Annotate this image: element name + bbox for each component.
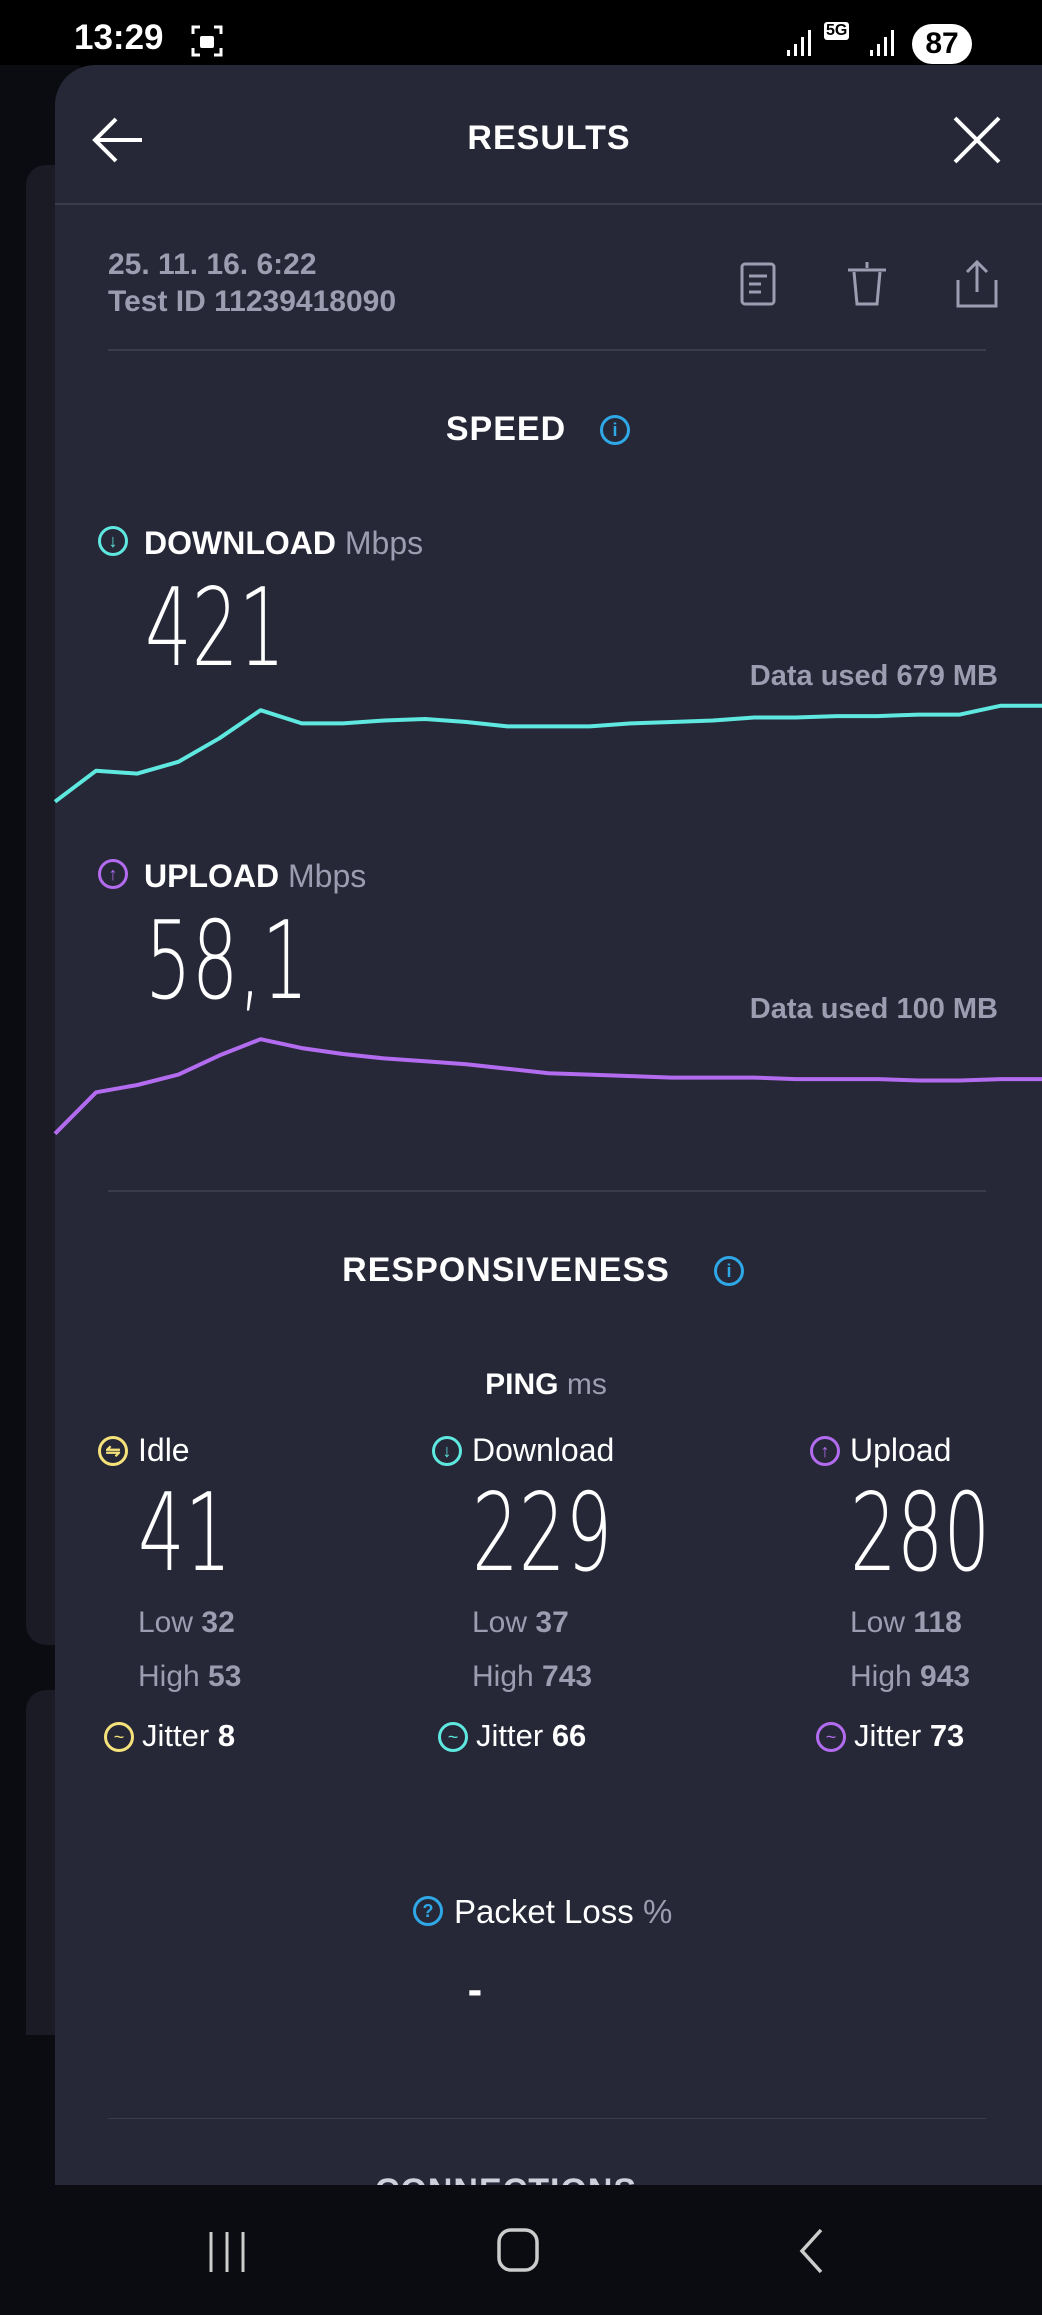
high-value: 743 — [542, 1660, 593, 1693]
high-value: 53 — [208, 1660, 242, 1693]
speed-info-icon[interactable]: i — [600, 415, 630, 445]
battery-level: 87 — [912, 24, 972, 64]
download-label: DOWNLOAD — [144, 525, 336, 561]
header-divider — [55, 203, 1042, 205]
ping-1-low: Low 37 — [472, 1606, 569, 1640]
jitter-value: 8 — [217, 1718, 236, 1753]
ping-0-icon: ⇋ — [98, 1436, 128, 1466]
recent-apps-button[interactable] — [205, 2230, 249, 2274]
test-date: 25. 11. 16. 6:22 — [108, 248, 317, 281]
low-value: 37 — [535, 1606, 569, 1639]
jitter-value: 66 — [551, 1718, 587, 1753]
ping-0-low: Low 32 — [138, 1606, 235, 1640]
high-value: 943 — [920, 1660, 971, 1693]
ping-2-value: 280 — [850, 1471, 991, 1596]
download-value: 421 — [145, 566, 286, 691]
upload-icon: ↑ — [98, 859, 128, 889]
ping-heading: PING ms — [485, 1368, 607, 1402]
low-label: Low — [472, 1606, 528, 1639]
ping-0-value: 41 — [138, 1471, 232, 1596]
ping-2-label: Upload — [850, 1432, 952, 1468]
close-button[interactable] — [952, 115, 1002, 165]
signal-icon — [787, 30, 811, 56]
upload-speed-line — [53, 1037, 1042, 1136]
packet-loss-value: - — [467, 1965, 483, 2014]
ping-2-high: High 943 — [850, 1660, 970, 1694]
speed-title: SPEED — [445, 410, 567, 448]
upload-unit: Mbps — [288, 858, 367, 894]
ping-1-jitter: Jitter 66 — [476, 1718, 586, 1754]
download-icon: ↓ — [98, 526, 128, 556]
results-sheet — [55, 65, 1042, 2245]
low-value: 118 — [913, 1606, 962, 1639]
packet-loss-label: Packet Loss — [454, 1893, 634, 1930]
download-heading: DOWNLOAD Mbps — [144, 525, 423, 562]
responsiveness-info-icon[interactable]: i — [714, 1256, 744, 1286]
meta-divider — [108, 349, 986, 351]
jitter-label: Jitter — [854, 1718, 922, 1753]
ping-1-value: 229 — [472, 1471, 613, 1596]
packet-loss-heading: Packet Loss % — [454, 1893, 672, 1931]
status-time: 13:29 — [74, 18, 164, 57]
back-nav-button[interactable] — [796, 2227, 826, 2275]
ping-2-low: Low 118 — [850, 1606, 962, 1640]
low-label: Low — [138, 1606, 194, 1639]
high-label: High — [138, 1660, 200, 1693]
ping-1-label: Download — [472, 1432, 615, 1468]
home-button[interactable] — [496, 2227, 542, 2275]
ping-0-jitter: Jitter 8 — [142, 1718, 235, 1754]
packet-loss-help-icon[interactable]: ? — [413, 1896, 443, 1926]
responsiveness-title: RESPONSIVENESS — [342, 1251, 670, 1289]
upload-value: 58,1 — [145, 899, 309, 1024]
ping-1-high: High 743 — [472, 1660, 592, 1694]
jitter-0-icon: ~ — [104, 1722, 134, 1752]
screenshot-icon — [191, 25, 223, 57]
download-speed-line — [53, 703, 1042, 804]
speed-divider — [108, 1190, 986, 1192]
ping-2-jitter: Jitter 73 — [854, 1718, 964, 1754]
ping-0-label: Idle — [138, 1432, 190, 1468]
download-unit: Mbps — [344, 525, 424, 561]
navigation-bar — [0, 2185, 1042, 2315]
jitter-label: Jitter — [142, 1718, 210, 1753]
document-icon[interactable] — [740, 262, 778, 306]
low-value: 32 — [201, 1606, 235, 1639]
jitter-1-icon: ~ — [438, 1722, 468, 1752]
low-label: Low — [850, 1606, 906, 1639]
status-bar: 13:29 5G 87 — [0, 0, 1042, 65]
page-title: RESULTS — [467, 119, 631, 157]
ping-1-icon: ↓ — [432, 1436, 462, 1466]
upload-label: UPLOAD — [144, 858, 280, 894]
high-label: High — [472, 1660, 534, 1693]
high-label: High — [850, 1660, 912, 1693]
upload-data-used: Data used 100 MB — [749, 993, 998, 1025]
jitter-value: 73 — [929, 1718, 965, 1753]
responsiveness-divider — [108, 2118, 986, 2119]
jitter-2-icon: ~ — [816, 1722, 846, 1752]
trash-icon[interactable] — [846, 260, 888, 308]
signal-icon-2 — [870, 30, 894, 56]
ping-0-high: High 53 — [138, 1660, 241, 1694]
jitter-label: Jitter — [476, 1718, 544, 1753]
download-data-used: Data used 679 MB — [749, 660, 998, 692]
network-type: 5G — [824, 22, 850, 40]
back-button[interactable] — [92, 115, 146, 165]
packet-loss-unit: % — [642, 1893, 673, 1930]
ping-label: PING — [485, 1368, 559, 1401]
ping-2-icon: ↑ — [810, 1436, 840, 1466]
upload-heading: UPLOAD Mbps — [144, 858, 366, 895]
ping-unit: ms — [566, 1368, 607, 1401]
speed-graphs — [53, 703, 1042, 1136]
share-icon[interactable] — [955, 258, 999, 308]
test-id: Test ID 11239418090 — [108, 285, 397, 318]
